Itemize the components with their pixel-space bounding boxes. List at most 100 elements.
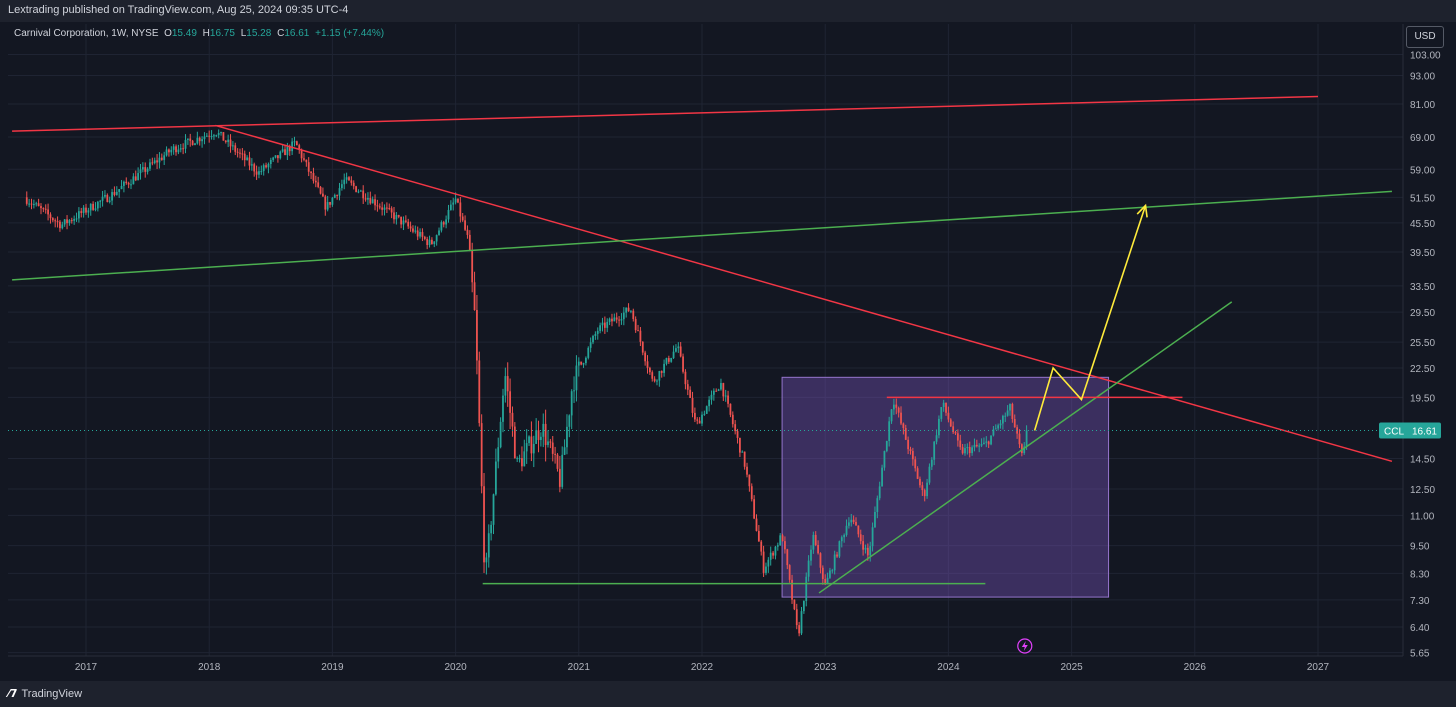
candle-body <box>82 207 85 213</box>
candle-body <box>506 376 509 392</box>
candle-body <box>201 139 203 142</box>
candle-body <box>935 435 938 442</box>
candle-body <box>367 197 369 200</box>
candle-body <box>303 158 305 160</box>
candle-body <box>980 444 983 446</box>
candle-body <box>786 549 789 566</box>
candle-body <box>63 219 66 225</box>
candle-body <box>445 219 448 225</box>
candle-body <box>317 182 320 187</box>
candle-body <box>589 342 592 348</box>
candle-body <box>168 149 170 153</box>
candle-body <box>784 541 786 550</box>
candle-body <box>975 444 978 447</box>
candle-body <box>961 447 964 454</box>
candle-body <box>229 139 232 147</box>
candle-body <box>897 407 900 413</box>
tradingview-logo[interactable]: ⁄7 TradingView <box>8 687 82 700</box>
candle-body <box>978 445 981 447</box>
candle-body <box>28 203 31 205</box>
candle-body <box>59 221 61 229</box>
candle-body <box>911 451 914 460</box>
candle-body <box>836 554 838 557</box>
candle-body <box>945 402 947 413</box>
candle-body <box>1009 404 1011 411</box>
candle-body <box>724 395 727 397</box>
candle-body <box>933 441 936 460</box>
currency-button[interactable]: USD <box>1406 26 1444 48</box>
candle-body <box>883 451 886 468</box>
candle-body <box>312 173 315 181</box>
candle-body <box>926 482 928 497</box>
price-tick-label: 9.50 <box>1410 542 1430 553</box>
candle-body <box>563 447 566 455</box>
candle-body <box>656 380 658 382</box>
candle-body <box>336 195 339 197</box>
candle-body <box>952 426 955 433</box>
candle-body <box>840 537 843 542</box>
candle-body <box>440 222 443 231</box>
candle-body <box>101 196 104 201</box>
candle-body <box>421 231 424 237</box>
candle-body <box>959 440 962 448</box>
candle-body <box>310 171 312 174</box>
candle-body <box>871 527 874 547</box>
candle-body <box>416 230 419 237</box>
legend-open-label: O <box>164 28 172 39</box>
candle-body <box>812 534 815 550</box>
candle-body <box>781 535 784 542</box>
price-tick-label: 11.00 <box>1410 511 1435 522</box>
candle-body <box>428 239 431 245</box>
candle-body <box>814 534 817 545</box>
candle-body <box>1006 410 1009 416</box>
candle-body <box>108 200 111 202</box>
candle-body <box>172 146 175 150</box>
candle-body <box>407 221 410 227</box>
candle-body <box>1011 404 1014 419</box>
candle-body <box>288 146 291 152</box>
candle-body <box>77 211 80 219</box>
projection-arrowhead <box>1136 203 1148 218</box>
candle-body <box>490 524 493 534</box>
candle-body <box>767 559 770 567</box>
candle-body <box>305 159 308 163</box>
candle-body <box>369 197 372 204</box>
candle-body <box>435 235 438 242</box>
candle-body <box>535 430 538 444</box>
candle-body <box>727 395 729 404</box>
candle-body <box>949 419 952 427</box>
candle-body <box>343 179 346 185</box>
candle-body <box>480 423 483 487</box>
candle-body <box>1013 418 1016 428</box>
candle-body <box>314 180 317 183</box>
candle-body <box>753 499 756 519</box>
candle-body <box>885 441 888 452</box>
candle-body <box>831 570 834 572</box>
candle-body <box>985 441 988 443</box>
candle-body <box>196 137 199 144</box>
candle-body <box>862 541 865 550</box>
candle-body <box>734 424 737 432</box>
candle-body <box>558 468 561 487</box>
time-tick-label: 2023 <box>814 662 837 673</box>
candle-body <box>551 442 554 454</box>
candle-body <box>362 190 365 199</box>
candle-body <box>997 425 1000 429</box>
candle-body <box>973 444 976 448</box>
candle-body <box>554 453 557 455</box>
candle-body <box>293 141 296 143</box>
price-tick-label: 69.00 <box>1410 133 1435 144</box>
time-tick-label: 2018 <box>198 662 221 673</box>
candle-body <box>701 414 703 424</box>
candle-body <box>556 454 559 469</box>
tradingview-logo-icon: ⁄7 <box>8 687 18 700</box>
candle-body <box>686 384 689 390</box>
price-tick-label: 5.65 <box>1410 649 1430 660</box>
candle-body <box>907 439 910 450</box>
candle-body <box>684 371 687 385</box>
candle-body <box>646 361 649 368</box>
candle-body <box>513 426 516 459</box>
candle-body <box>698 420 701 424</box>
candle-body <box>788 565 791 580</box>
